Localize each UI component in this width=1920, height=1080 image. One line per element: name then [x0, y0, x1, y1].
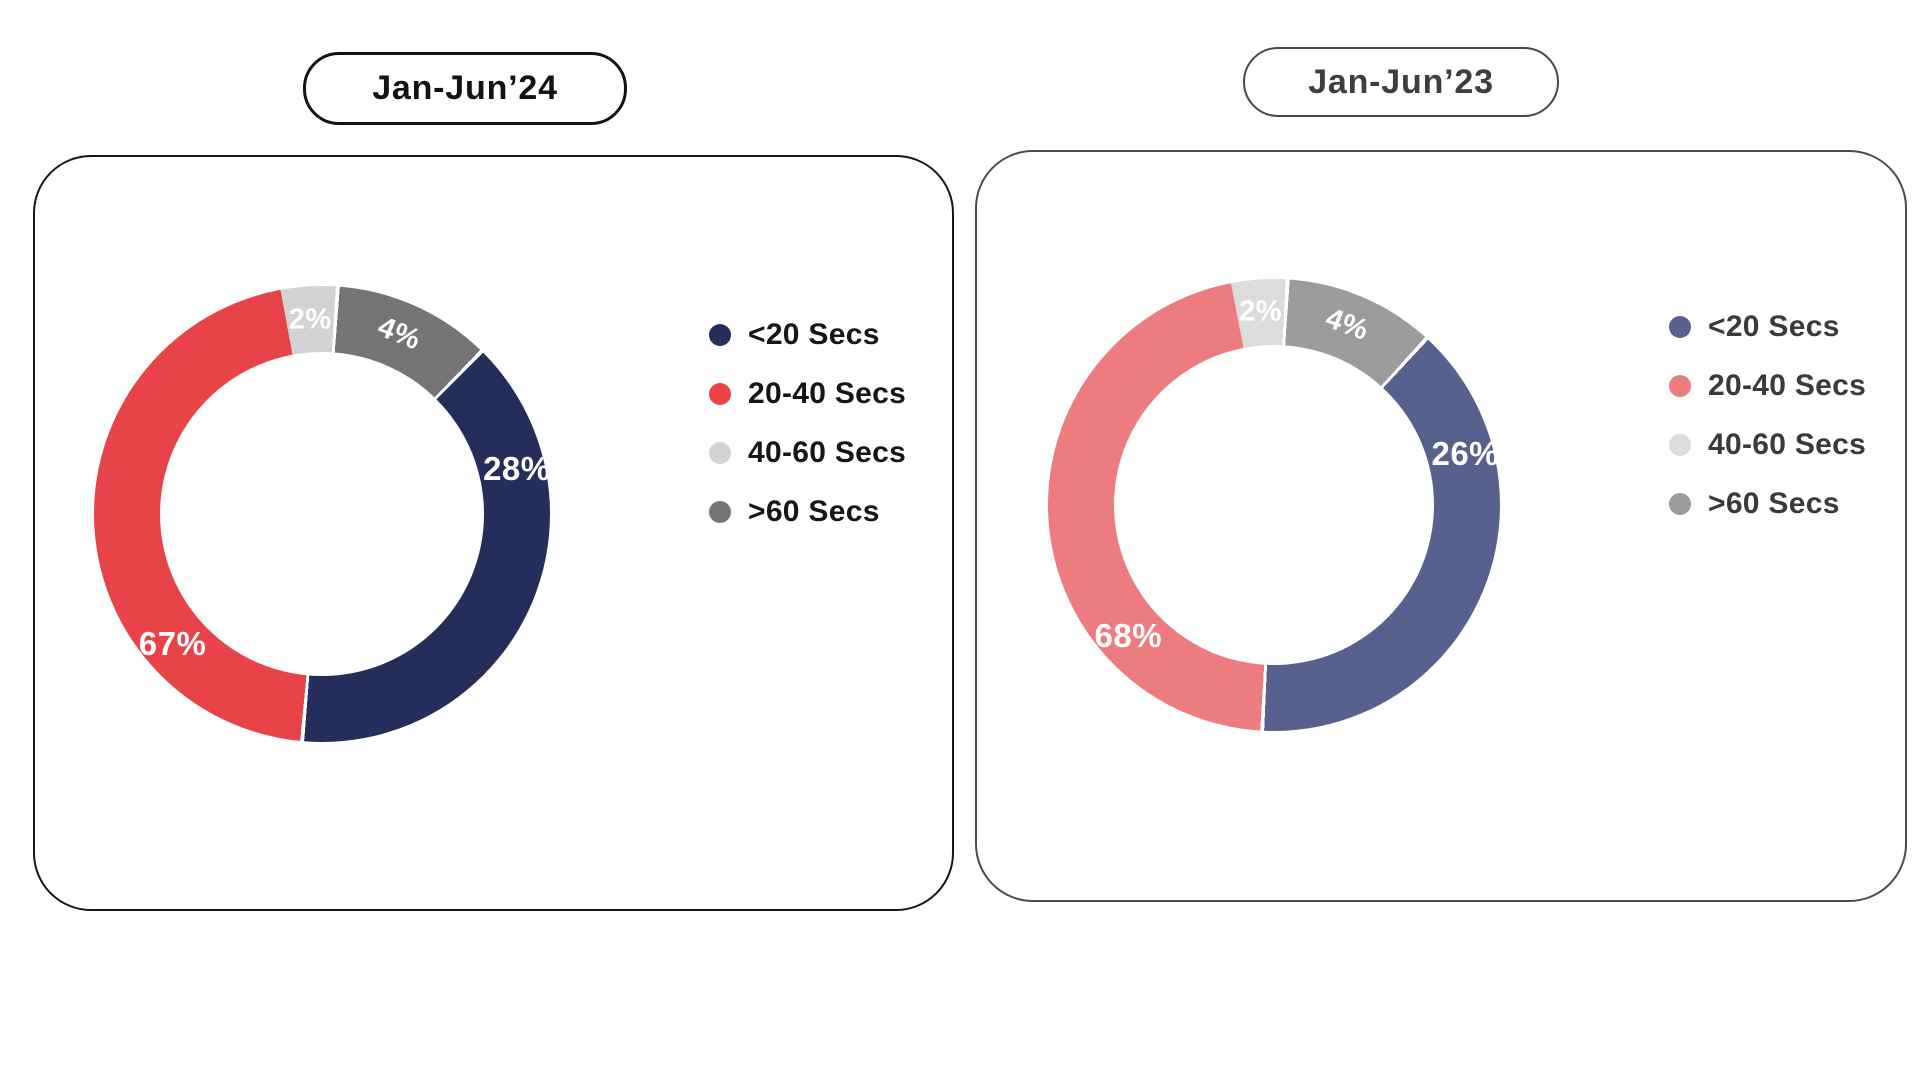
legend-label-gt60: >60 Secs: [1708, 487, 1840, 520]
slice-label-lt20: 28%: [483, 450, 551, 487]
chart-card-jan-jun-23: 26% 68% 2% 4% <20 Secs 20-40 Secs 40-60 …: [975, 150, 1907, 902]
legend-item-40-60: 40-60 Secs: [709, 438, 906, 468]
donut-chart-jan-jun-24: 28% 67% 2% 4%: [94, 286, 550, 742]
slice-label-gt60: 4%: [1321, 302, 1373, 348]
legend-dot-gt60: [1669, 493, 1691, 515]
chart-card-jan-jun-24: 28% 67% 2% 4% <20 Secs 20-40 Secs 40-60 …: [33, 155, 954, 911]
legend-item-gt60: >60 Secs: [709, 497, 906, 527]
legend-dot-lt20: [709, 324, 731, 346]
legend-label-gt60: >60 Secs: [748, 495, 880, 528]
legend-label-40-60: 40-60 Secs: [1708, 428, 1867, 461]
legend-label-lt20: <20 Secs: [748, 318, 880, 351]
legend-label-20-40: 20-40 Secs: [748, 377, 907, 410]
donut-chart-jan-jun-23: 26% 68% 2% 4%: [1048, 279, 1500, 731]
period-badge-jan-jun-23: Jan-Jun’23: [1243, 47, 1559, 117]
period-badge-label: Jan-Jun’24: [372, 69, 558, 107]
legend-jan-jun-24: <20 Secs 20-40 Secs 40-60 Secs >60 Secs: [709, 320, 906, 527]
legend-dot-gt60: [709, 501, 731, 523]
slice-label-gt60: 4%: [372, 310, 425, 356]
legend-item-20-40: 20-40 Secs: [1669, 371, 1866, 401]
legend-item-lt20: <20 Secs: [1669, 312, 1866, 342]
slice-label-20-40: 67%: [138, 624, 207, 662]
slice-label-40-60: 2%: [288, 303, 332, 336]
legend-dot-40-60: [709, 442, 731, 464]
legend-item-20-40: 20-40 Secs: [709, 379, 906, 409]
slice-label-20-40: 68%: [1094, 617, 1163, 655]
legend-item-lt20: <20 Secs: [709, 320, 906, 350]
legend-dot-40-60: [1669, 434, 1691, 456]
legend-dot-lt20: [1669, 316, 1691, 338]
legend-label-20-40: 20-40 Secs: [1708, 369, 1867, 402]
slice-label-lt20: 26%: [1431, 434, 1500, 472]
legend-jan-jun-23: <20 Secs 20-40 Secs 40-60 Secs >60 Secs: [1669, 312, 1866, 519]
slice-label-40-60: 2%: [1239, 295, 1282, 328]
legend-item-gt60: >60 Secs: [1669, 489, 1866, 519]
period-badge-label: Jan-Jun’23: [1308, 62, 1494, 101]
legend-label-40-60: 40-60 Secs: [748, 436, 907, 469]
period-badge-jan-jun-24: Jan-Jun’24: [303, 52, 627, 125]
legend-item-40-60: 40-60 Secs: [1669, 430, 1866, 460]
legend-label-lt20: <20 Secs: [1708, 310, 1840, 343]
legend-dot-20-40: [1669, 375, 1691, 397]
legend-dot-20-40: [709, 383, 731, 405]
